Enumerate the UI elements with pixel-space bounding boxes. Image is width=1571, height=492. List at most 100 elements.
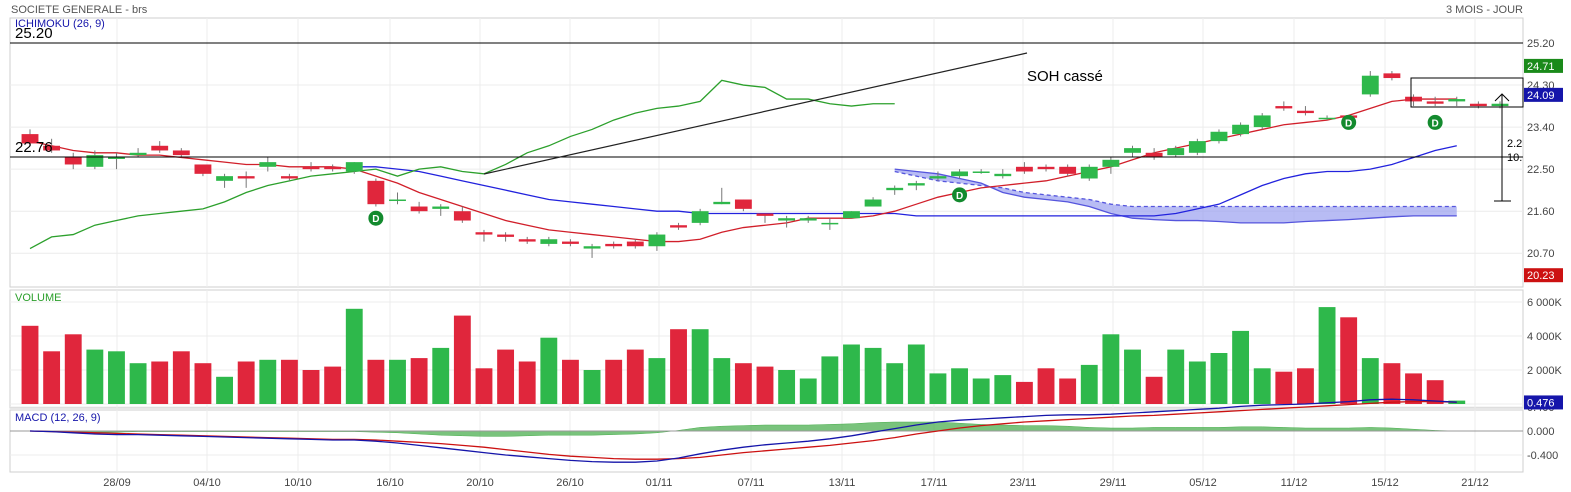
volume-bar [1188, 361, 1206, 404]
candle [86, 150, 104, 170]
volume-bar [518, 361, 536, 404]
macd-y-tick: -0.400 [1527, 450, 1558, 462]
candle [886, 185, 904, 195]
candle-body [453, 211, 471, 221]
x-tick-label: 28/09 [103, 477, 131, 489]
candle [1405, 94, 1422, 107]
volume-bar [1297, 368, 1314, 404]
x-tick-label: 10/10 [284, 477, 312, 489]
volume-bar [843, 344, 860, 404]
ichimoku-cloud [894, 169, 1457, 223]
candle [626, 239, 644, 249]
volume-bar [907, 344, 925, 404]
candle-body [778, 218, 796, 221]
candle [907, 180, 925, 191]
candle [1383, 71, 1401, 81]
volume-bar [1318, 307, 1336, 404]
candle-body [1253, 115, 1271, 128]
candle-body [1297, 110, 1314, 114]
candle-body [799, 218, 817, 221]
volume-bar [1275, 371, 1293, 404]
candle-body [1210, 131, 1228, 142]
candle [691, 208, 709, 226]
candle [756, 213, 774, 223]
candle-body [929, 176, 947, 179]
candle [605, 241, 623, 249]
price-y-tick: 22.50 [1527, 164, 1555, 176]
volume-bar [43, 351, 61, 404]
candle-body [108, 157, 125, 159]
d-markers: D D D D [368, 114, 1443, 226]
candle-body [540, 239, 558, 244]
candle [778, 215, 796, 228]
candle-body [691, 211, 709, 223]
candle [1188, 138, 1206, 156]
volume-bar [324, 366, 342, 404]
price-y-tick: 20.70 [1527, 248, 1555, 260]
candle-body [172, 150, 190, 156]
macd-y-tick: 0.000 [1527, 426, 1555, 438]
volume-bar [994, 375, 1012, 404]
x-tick-label: 13/11 [829, 477, 856, 489]
volume-bar [799, 378, 817, 404]
volume-bar [1080, 364, 1098, 404]
candle [367, 178, 385, 207]
candle-body [562, 241, 579, 244]
indicator-lines [29, 79, 1457, 250]
candle [1318, 115, 1336, 121]
candle-body [670, 225, 687, 228]
x-tick-label: 07/11 [738, 477, 765, 489]
candle-body [756, 213, 774, 216]
header-title: SOCIETE GENERALE - brs [11, 4, 148, 16]
x-tick-label: 17/11 [921, 477, 948, 489]
candle-body [410, 206, 428, 212]
volume-bar [259, 359, 277, 404]
candle-body [1188, 141, 1206, 153]
measure-arrow-head [1494, 93, 1510, 102]
candle [1448, 96, 1466, 107]
candle [951, 169, 968, 179]
range-box [1410, 77, 1524, 108]
volume-bar [389, 359, 406, 404]
volume-bar [432, 347, 450, 404]
volume-bar [345, 308, 363, 404]
volume-y-tick: 2 000K [1527, 365, 1563, 377]
price-badge-label: 20.23 [1527, 270, 1555, 282]
candle-body [713, 201, 731, 205]
d-marker-dot [1427, 114, 1443, 130]
candle [713, 187, 731, 205]
volume-bar [280, 359, 298, 404]
macd-badge [1524, 395, 1563, 410]
candle [1297, 106, 1314, 116]
volume-bar [151, 361, 169, 404]
candle-body [994, 173, 1012, 177]
candle [216, 173, 233, 188]
candle [1124, 145, 1141, 158]
candle [583, 243, 601, 258]
candle-body [843, 211, 860, 219]
volume-bar [713, 358, 731, 404]
candle [648, 232, 666, 251]
volume-bar [172, 351, 190, 404]
candle-body [43, 145, 61, 151]
x-tick-label: 15/12 [1371, 477, 1399, 489]
candle [1361, 71, 1379, 97]
volume-bar [1145, 376, 1163, 404]
measure-label-1: 2.2 [1507, 138, 1522, 150]
candle-body [886, 187, 904, 191]
volume-bar [951, 368, 968, 404]
volume-bar [21, 325, 39, 404]
candle-body [907, 183, 925, 186]
candle-body [1469, 103, 1487, 107]
candle [734, 199, 752, 212]
volume-bar [540, 337, 558, 404]
candle [1015, 162, 1033, 174]
d-marker-label: D [1345, 118, 1352, 129]
volume-panel-frame [9, 289, 1524, 409]
volume-bar [1037, 368, 1055, 404]
volume-bar [64, 334, 82, 404]
candle [21, 129, 39, 146]
hline-22-76-label: 22.76 [15, 139, 53, 156]
candle [1253, 113, 1271, 130]
candle [1167, 145, 1185, 158]
